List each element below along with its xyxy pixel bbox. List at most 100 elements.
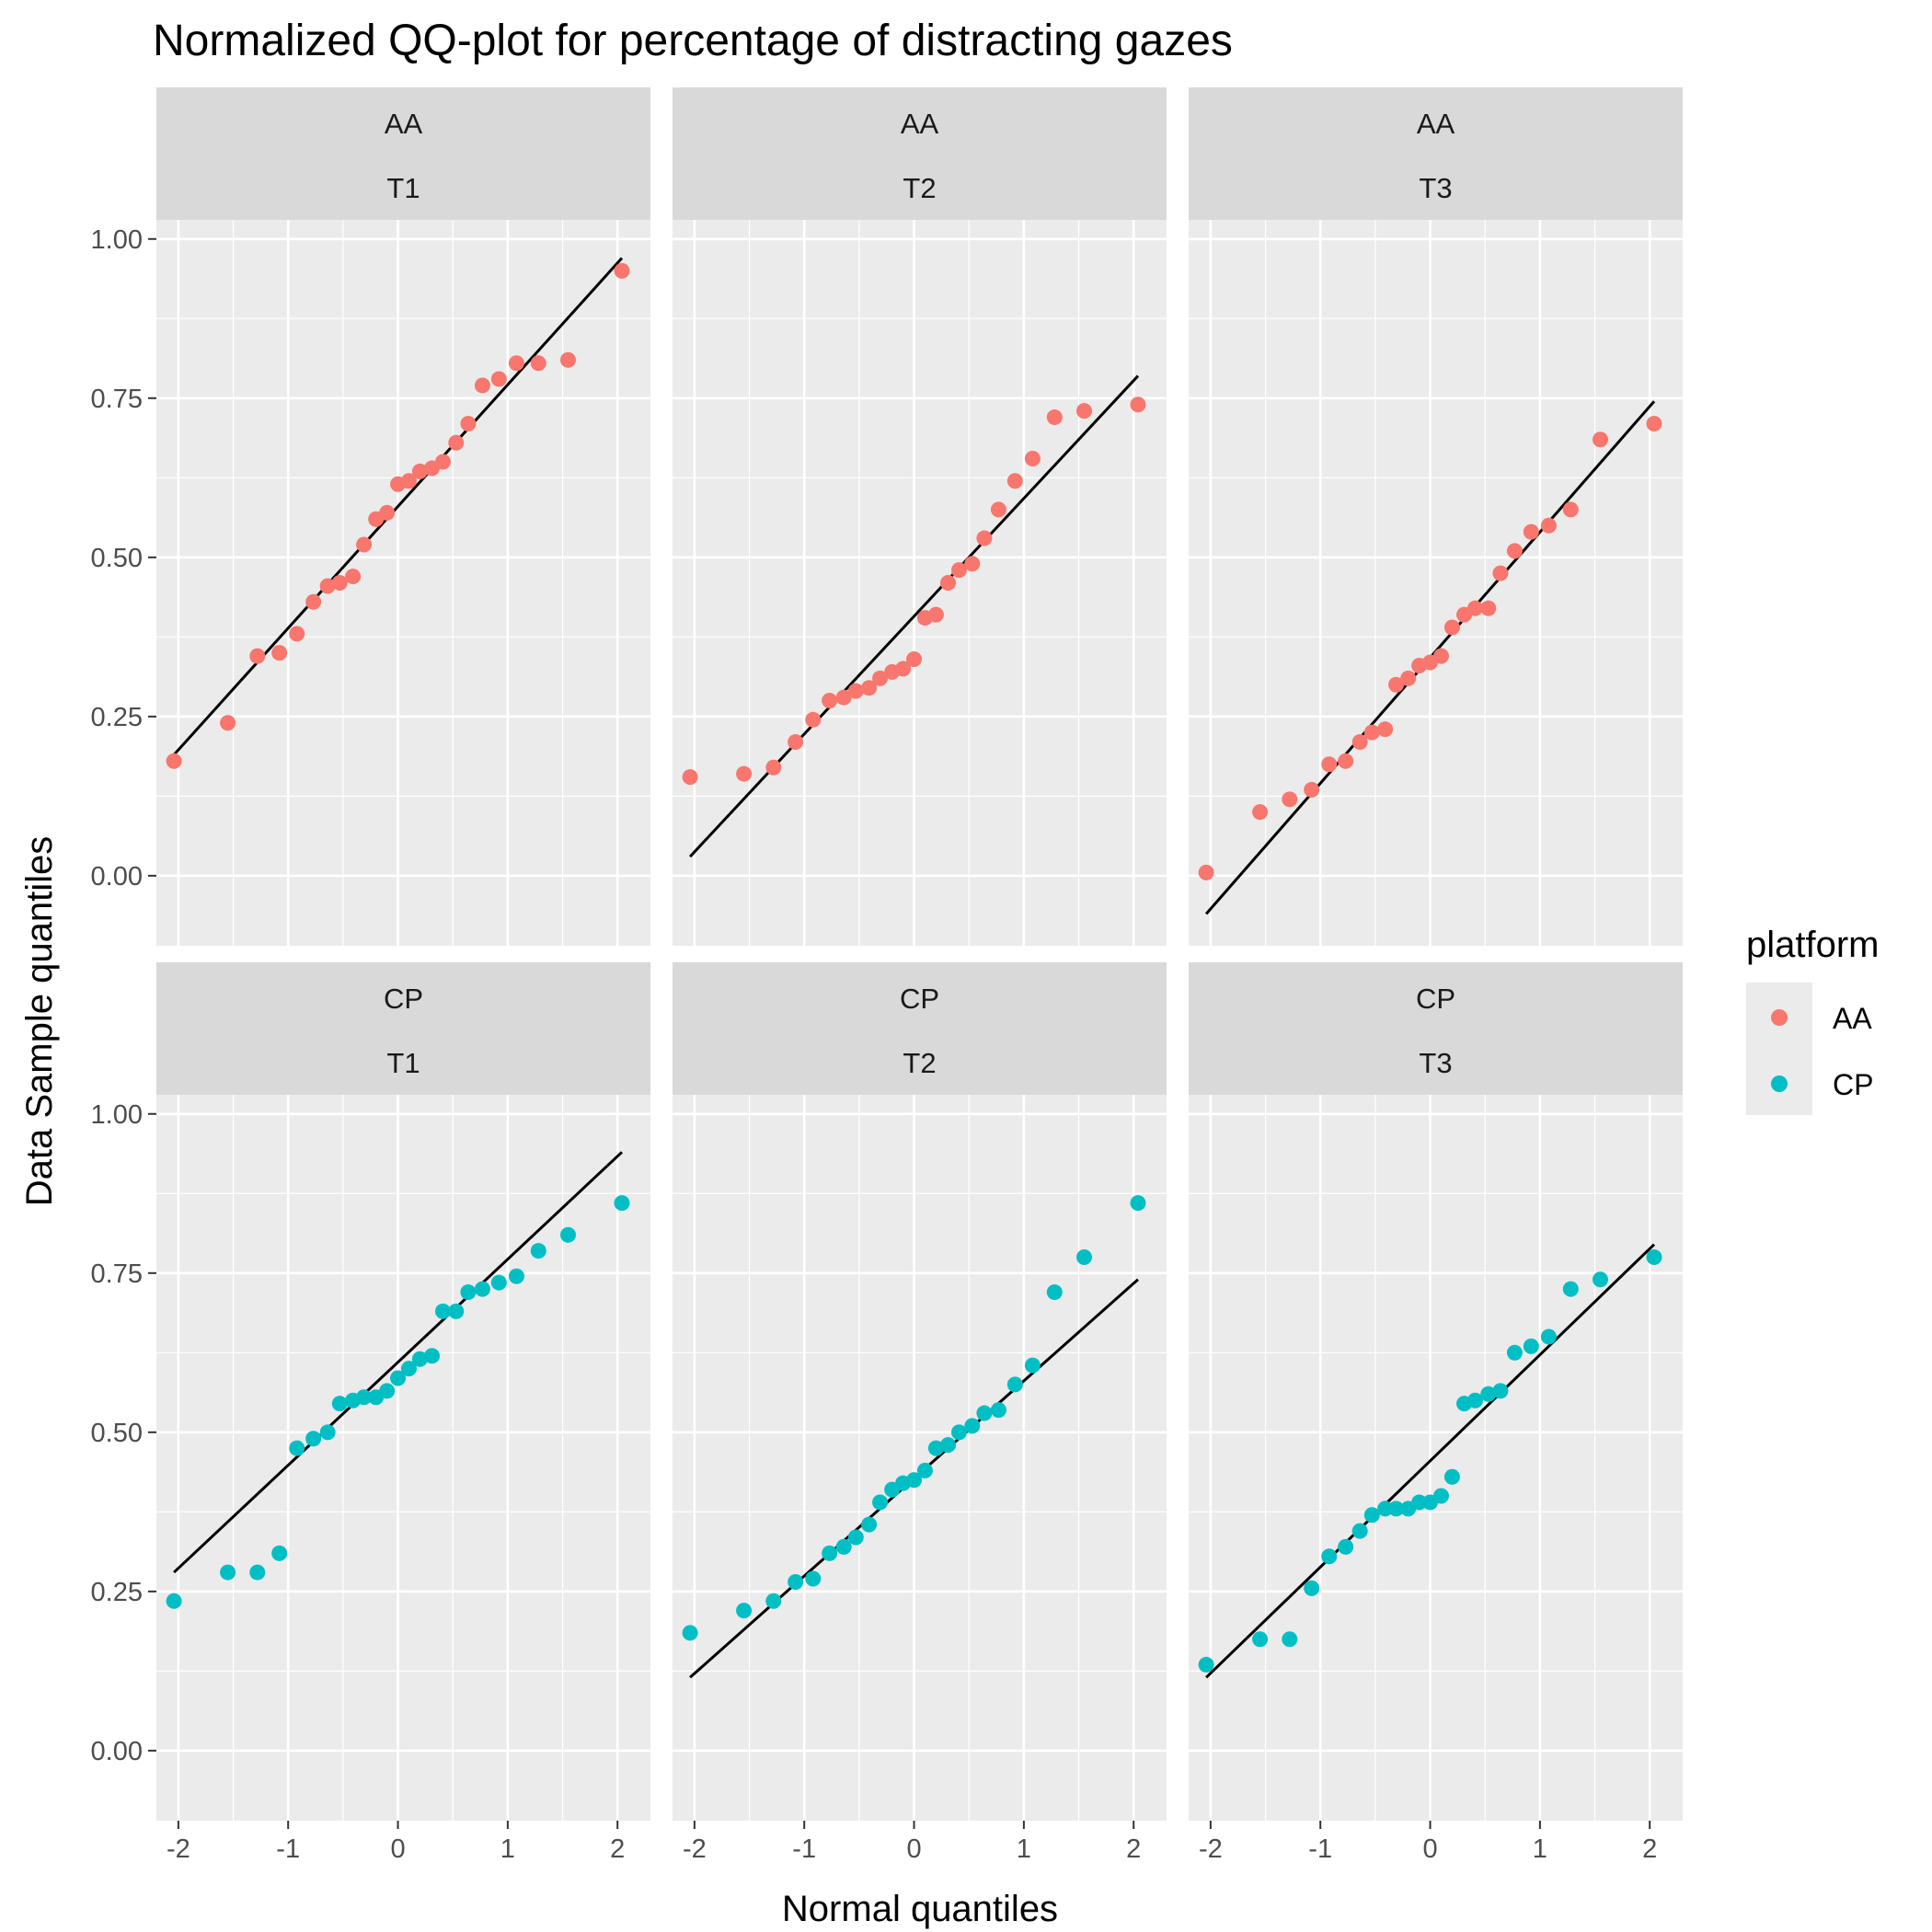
data-point (940, 575, 957, 591)
data-point (895, 661, 912, 677)
data-point (1304, 781, 1320, 798)
data-point (1076, 1248, 1092, 1265)
data-point (765, 1593, 782, 1609)
y-tick-label: 1.00 (91, 225, 143, 255)
x-tick-label: -1 (1308, 1834, 1332, 1864)
y-tick-label: 0.50 (91, 544, 143, 573)
data-point (805, 1570, 822, 1587)
data-point (530, 355, 546, 372)
data-point (1400, 670, 1417, 686)
data-point (736, 765, 753, 782)
data-point (1252, 804, 1269, 821)
data-point (411, 1351, 428, 1367)
data-point (305, 593, 322, 610)
data-point (976, 530, 993, 546)
data-point (1562, 1281, 1579, 1297)
strip-label-time: T1 (386, 1047, 420, 1079)
data-point (166, 1593, 182, 1609)
data-point (220, 715, 236, 731)
data-point (1024, 451, 1041, 467)
y-tick-label: 0.75 (91, 1259, 143, 1289)
data-point (1432, 1488, 1449, 1504)
x-tick-label: -1 (276, 1834, 300, 1864)
panel-background (1189, 220, 1683, 946)
data-point (249, 1564, 266, 1581)
qq-reference-line (1205, 1243, 1656, 1679)
data-point (940, 1437, 957, 1454)
data-point (400, 473, 417, 489)
y-tick-label: 0.00 (91, 862, 143, 891)
y-tick-label: 0.00 (91, 1737, 143, 1766)
data-point (1593, 1271, 1608, 1288)
strip-background (673, 87, 1167, 220)
legend: platform AA CP (1746, 925, 1880, 1115)
data-point (271, 1545, 288, 1561)
legend-title: platform (1746, 925, 1880, 965)
x-tick-label: -2 (683, 1834, 707, 1864)
strip-label-time: T2 (903, 172, 936, 204)
y-tick-label: 0.75 (91, 385, 143, 414)
data-point (490, 371, 507, 387)
data-point (1321, 756, 1338, 773)
panel-cp-t3: CP T3 -2 -1 0 1 2 (1189, 962, 1683, 1864)
data-point (1377, 1501, 1394, 1517)
data-point (474, 377, 490, 394)
data-point (950, 1424, 967, 1441)
strip-background (156, 87, 650, 220)
data-point (220, 1564, 236, 1581)
x-tick-label: -2 (1199, 1834, 1223, 1864)
data-point (249, 648, 266, 664)
data-point (614, 1195, 630, 1212)
data-point (1363, 1507, 1380, 1524)
data-point (1480, 600, 1497, 616)
y-tick-label: 0.50 (91, 1419, 143, 1448)
data-point (976, 1405, 993, 1421)
data-point (990, 501, 1006, 518)
data-point (1198, 1656, 1214, 1673)
data-point (390, 1370, 407, 1386)
strip-label-platform: AA (901, 108, 939, 140)
data-point (356, 536, 373, 553)
data-point (1006, 473, 1023, 489)
chart-title: Normalized QQ-plot for percentage of dis… (153, 17, 1233, 65)
strip-background (673, 962, 1167, 1095)
data-point (1466, 600, 1483, 616)
data-point (1377, 721, 1394, 738)
data-point (530, 1243, 546, 1259)
data-point (1024, 1357, 1041, 1374)
data-point (424, 1348, 441, 1364)
data-point (1443, 1468, 1460, 1485)
data-point (1480, 1386, 1497, 1402)
strip-label-platform: CP (384, 983, 423, 1015)
data-point (1282, 791, 1298, 808)
qq-reference-line (173, 1151, 623, 1574)
data-point (682, 1625, 698, 1641)
data-point (560, 1226, 576, 1243)
data-point (788, 1573, 804, 1590)
y-tick-label: 0.25 (91, 703, 143, 732)
data-point (927, 1440, 944, 1456)
x-tick-label: -1 (792, 1834, 816, 1864)
panel-background (156, 220, 650, 946)
legend-key-aa (1771, 1009, 1788, 1026)
x-tick-label: 1 (1533, 1834, 1547, 1864)
data-point (822, 1545, 838, 1561)
data-point (1130, 397, 1146, 413)
data-point (1338, 1538, 1354, 1555)
data-point (847, 1529, 864, 1546)
data-point (1351, 734, 1368, 751)
data-point (614, 262, 630, 279)
data-point (411, 463, 428, 479)
data-point (1646, 1248, 1662, 1265)
data-point (289, 1440, 305, 1456)
data-point (765, 759, 782, 776)
data-point (356, 1389, 373, 1406)
data-point (1363, 724, 1380, 741)
data-point (1351, 1523, 1368, 1539)
data-point (950, 562, 967, 579)
x-tick-label: -2 (167, 1834, 190, 1864)
data-point (1282, 1631, 1298, 1648)
data-point (319, 1424, 336, 1441)
data-point (788, 734, 804, 751)
